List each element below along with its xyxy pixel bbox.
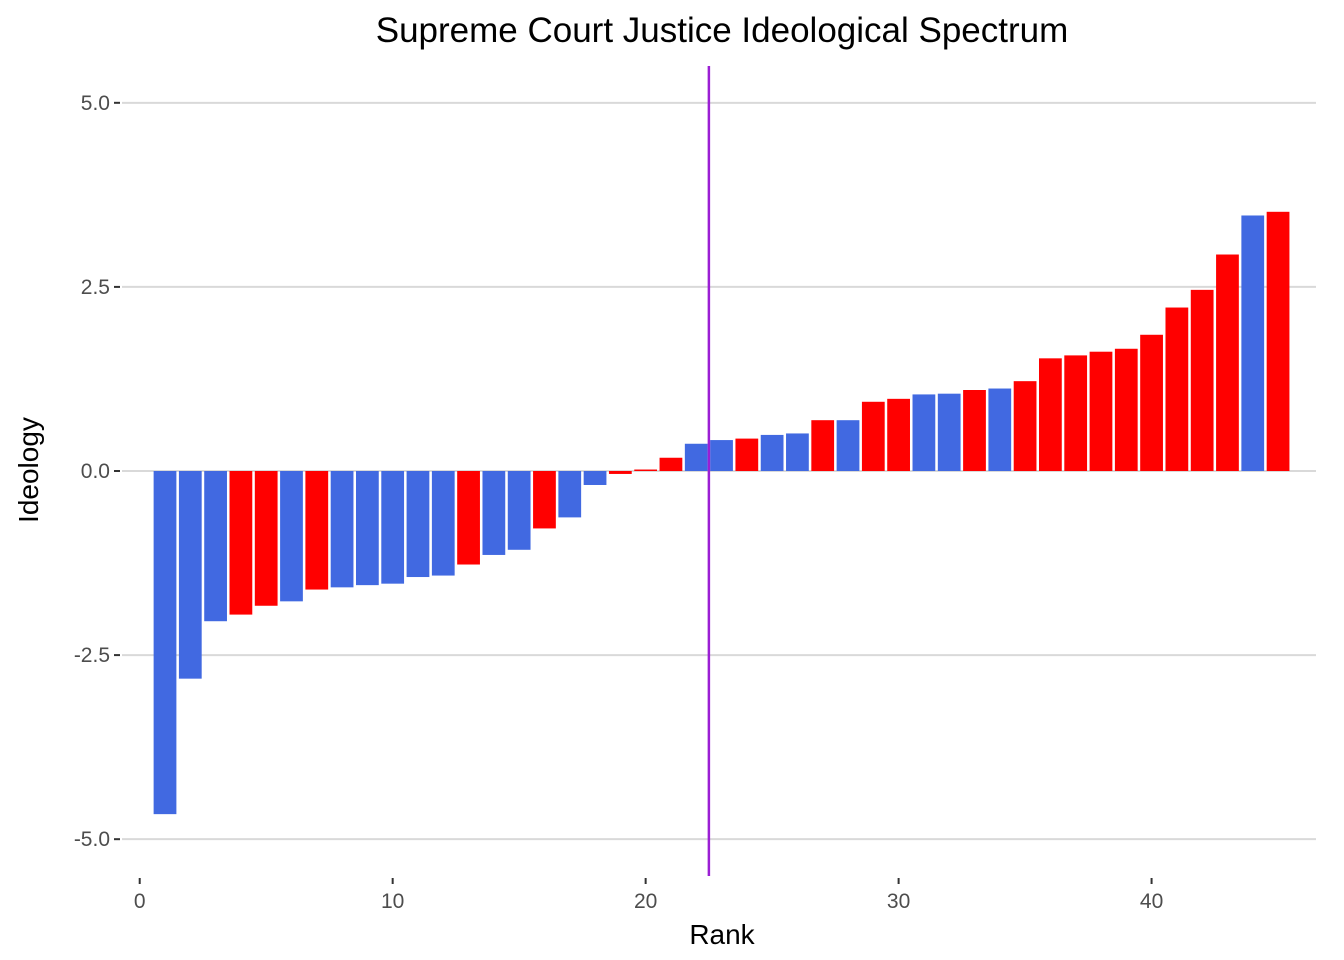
x-axis: 0 10 20 30 40 <box>134 878 1163 913</box>
bar <box>431 471 455 576</box>
bar <box>1216 254 1239 471</box>
bar <box>988 388 1012 471</box>
bar <box>963 390 986 471</box>
y-axis-title: Ideology <box>13 417 44 523</box>
bar <box>912 394 936 471</box>
bar <box>710 440 733 471</box>
bar <box>1013 381 1037 471</box>
bar <box>533 471 556 529</box>
x-axis-title: Rank <box>689 919 755 950</box>
bar <box>861 401 885 471</box>
bar <box>558 471 582 518</box>
bar <box>153 471 177 815</box>
bar <box>1165 307 1189 471</box>
bar <box>659 457 683 471</box>
bar <box>760 434 784 471</box>
bar <box>406 471 430 578</box>
bar <box>1039 358 1062 471</box>
bar <box>1241 215 1265 471</box>
y-tick-label: 0.0 <box>81 460 110 483</box>
bar <box>254 471 278 606</box>
bar <box>937 393 961 471</box>
bar <box>1140 334 1163 471</box>
bar <box>811 420 835 471</box>
bar <box>887 398 910 471</box>
bar <box>735 438 759 471</box>
bar <box>305 471 329 590</box>
bar <box>1089 351 1113 471</box>
y-tick-label: 2.5 <box>81 276 110 299</box>
y-axis: 5.0 2.5 0.0 -2.5 -5.0 <box>74 92 120 851</box>
x-tick-label: 0 <box>134 890 146 913</box>
bar <box>204 471 227 622</box>
x-tick-label: 20 <box>634 890 657 913</box>
bar <box>684 443 708 471</box>
y-tick-label: -5.0 <box>74 828 110 851</box>
y-tick-label: -2.5 <box>74 644 110 667</box>
chart-title: Supreme Court Justice Ideological Spectr… <box>376 11 1069 50</box>
bar <box>178 471 202 679</box>
bars <box>153 211 1290 815</box>
bar <box>1064 355 1088 471</box>
bar <box>507 471 531 550</box>
bar <box>1266 211 1290 472</box>
bar <box>583 471 607 485</box>
bar <box>355 471 379 586</box>
bar <box>1114 348 1138 471</box>
y-tick-label: 5.0 <box>81 92 110 115</box>
bar <box>836 420 860 471</box>
x-tick-label: 10 <box>381 890 404 913</box>
bar <box>634 469 658 471</box>
x-tick-label: 30 <box>887 890 910 913</box>
bar <box>229 471 253 615</box>
bar <box>608 471 632 474</box>
bar <box>457 471 480 565</box>
bar <box>330 471 354 588</box>
bar <box>482 471 506 555</box>
x-tick-label: 40 <box>1140 890 1163 913</box>
bar <box>786 433 809 471</box>
bar <box>381 471 405 584</box>
bar <box>280 471 303 602</box>
bar <box>1190 289 1214 471</box>
